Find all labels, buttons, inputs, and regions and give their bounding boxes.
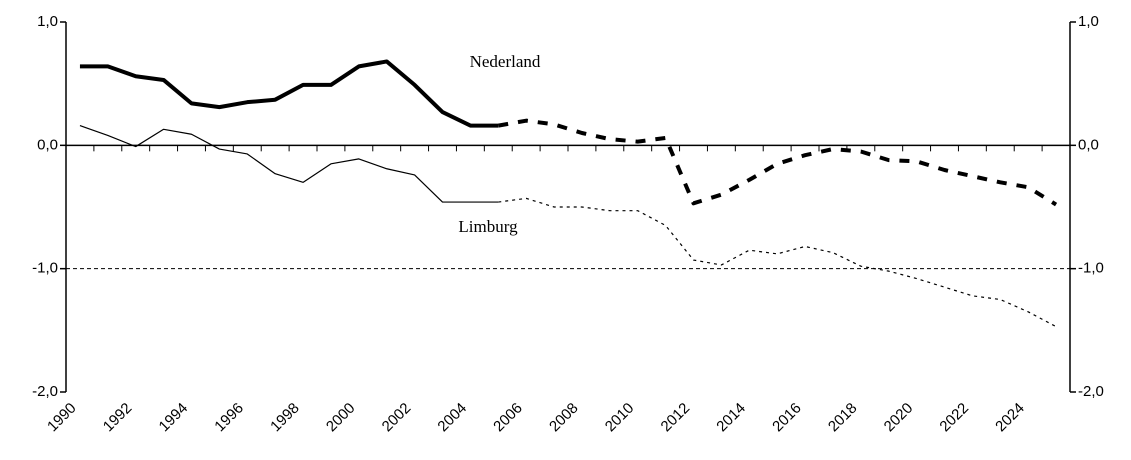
x-tick-label: 2018 (825, 400, 861, 436)
x-tick-label: 2002 (379, 400, 415, 436)
x-tick-label: 2022 (936, 400, 972, 436)
x-tick-label: 2008 (546, 400, 582, 436)
series-line (79, 125, 499, 203)
y2-tick-label: -1,0 (1078, 260, 1104, 277)
x-tick-label: 1998 (267, 400, 303, 436)
x-tick-label: 2010 (602, 400, 638, 436)
y-tick-label: -2,0 (32, 383, 58, 400)
x-tick-label: 2012 (658, 400, 694, 436)
x-tick-label: 1992 (100, 400, 136, 436)
y-tick-label: 1,0 (37, 13, 58, 30)
x-tick-label: 2014 (713, 400, 749, 436)
projection-line (497, 118, 1058, 207)
x-tick-label: 2020 (881, 400, 917, 436)
x-tick-label: 2004 (434, 400, 470, 436)
series-annotation: Limburg (458, 217, 518, 236)
y2-tick-label: 1,0 (1078, 13, 1099, 30)
x-tick-label: 1990 (44, 400, 80, 436)
y-tick-label: 0,0 (37, 136, 58, 153)
projection-line (498, 197, 1057, 328)
x-tick-label: 2024 (992, 400, 1028, 436)
x-tick-label: 2000 (323, 400, 359, 436)
series-annotation: Nederland (470, 52, 541, 71)
y2-tick-label: 0,0 (1078, 136, 1099, 153)
x-tick-label: 2016 (769, 400, 805, 436)
x-tick-label: 1994 (156, 400, 192, 436)
y-tick-label: -1,0 (32, 260, 58, 277)
x-tick-label: 1996 (211, 400, 247, 436)
series-line (79, 59, 499, 128)
y2-tick-label: -2,0 (1078, 383, 1104, 400)
x-tick-label: 2006 (490, 400, 526, 436)
